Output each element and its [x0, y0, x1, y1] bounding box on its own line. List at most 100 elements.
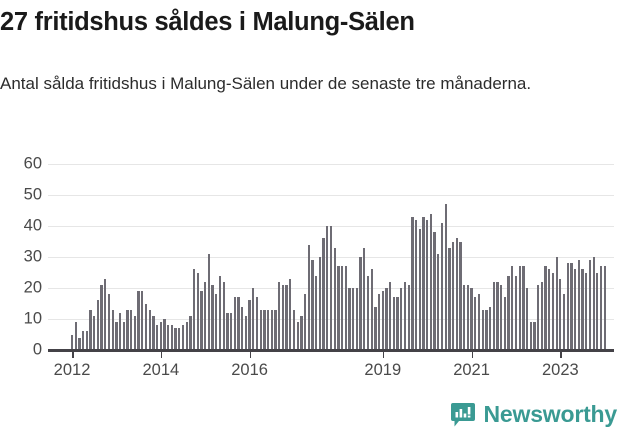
- bar: [381, 291, 384, 350]
- bar: [559, 278, 562, 350]
- bar: [440, 222, 444, 350]
- bar: [244, 315, 248, 350]
- y-axis-tick-label: 30: [23, 247, 42, 266]
- bar: [588, 260, 592, 350]
- bar: [522, 266, 525, 350]
- bar: [211, 284, 214, 350]
- bar: [511, 266, 514, 350]
- x-axis-tick: [72, 351, 74, 358]
- bar: [551, 272, 555, 350]
- bar: [107, 294, 111, 350]
- bar: [96, 300, 100, 350]
- bar: [533, 322, 536, 350]
- bar: [344, 266, 347, 350]
- bar: [411, 216, 414, 350]
- bar: [322, 238, 325, 350]
- x-axis-tick: [471, 351, 474, 358]
- plot-area: [48, 164, 614, 350]
- bar: [352, 288, 355, 350]
- bar: [281, 284, 285, 350]
- bar: [477, 294, 481, 350]
- bar: [118, 312, 122, 350]
- bar: [463, 284, 466, 350]
- bar: [596, 272, 599, 350]
- bar: [104, 278, 107, 350]
- bar: [141, 291, 144, 350]
- bar: [122, 322, 125, 350]
- bar: [574, 269, 577, 350]
- bar: [148, 309, 151, 350]
- bar: [555, 257, 558, 350]
- bar: [337, 266, 340, 350]
- bar: [241, 306, 244, 350]
- bar: [185, 322, 188, 350]
- bar: [407, 284, 410, 350]
- bar: [255, 297, 259, 350]
- bar: [178, 328, 181, 350]
- y-axis-tick-label: 0: [32, 340, 42, 359]
- bar: [296, 322, 299, 350]
- page-title: 27 fritidshus såldes i Malung-Sälen: [0, 8, 415, 36]
- bar: [130, 309, 133, 350]
- y-axis-tick-label: 20: [23, 278, 42, 297]
- bar: [311, 260, 314, 350]
- bar: [167, 325, 170, 350]
- bar: [204, 281, 207, 350]
- bar-series: [48, 164, 614, 350]
- bar: [400, 288, 403, 350]
- x-axis-line: [48, 349, 614, 352]
- bar: [507, 275, 510, 350]
- bar: [218, 275, 222, 350]
- newsworthy-wordmark: Newsworthy: [483, 401, 618, 427]
- y-axis-tick-label: 10: [23, 309, 42, 328]
- bar: [548, 269, 551, 350]
- x-axis-tick-label: 2019: [364, 361, 402, 379]
- bar: [181, 325, 185, 350]
- bar: [274, 309, 277, 350]
- gridline: [48, 164, 614, 165]
- bar: [207, 253, 211, 350]
- bar: [159, 322, 162, 350]
- bar: [355, 288, 359, 350]
- newsworthy-logo[interactable]: Newsworthy: [450, 401, 617, 428]
- bar: [196, 272, 199, 350]
- bar: [437, 253, 440, 350]
- bar: [326, 226, 329, 350]
- bar: [503, 297, 506, 350]
- bar: [496, 281, 499, 350]
- bar: [544, 266, 547, 350]
- bar: [233, 297, 236, 350]
- bar: [174, 328, 177, 350]
- bar: [581, 269, 584, 350]
- bar: [78, 337, 81, 350]
- bar: [359, 257, 362, 350]
- y-axis-tick-label: 60: [23, 154, 42, 173]
- bar: [170, 325, 174, 350]
- bar: [189, 315, 192, 350]
- x-axis-tick-label: 2016: [231, 361, 268, 379]
- bar: [466, 284, 469, 350]
- bar: [570, 263, 573, 350]
- gridline: [48, 195, 614, 196]
- bar: [429, 213, 433, 350]
- bar: [226, 312, 229, 350]
- bar: [74, 322, 77, 350]
- x-axis-tick-label: 2014: [142, 361, 180, 379]
- bar: [329, 226, 333, 350]
- bar: [433, 232, 436, 350]
- bar: [392, 297, 396, 350]
- bar: [215, 294, 218, 350]
- bar: [389, 281, 392, 350]
- y-axis-tick-label: 40: [23, 216, 42, 235]
- bar: [133, 315, 137, 350]
- x-axis-tick: [249, 351, 252, 358]
- bar: [418, 229, 421, 350]
- bar: [333, 247, 336, 350]
- bar: [525, 288, 529, 350]
- bar: [585, 272, 588, 350]
- bar: [396, 297, 399, 350]
- y-axis-tick-label: 50: [23, 185, 42, 204]
- bar: [566, 263, 569, 350]
- bar: [448, 247, 451, 350]
